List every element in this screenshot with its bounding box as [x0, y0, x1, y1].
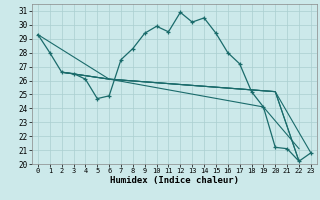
X-axis label: Humidex (Indice chaleur): Humidex (Indice chaleur) — [110, 176, 239, 185]
